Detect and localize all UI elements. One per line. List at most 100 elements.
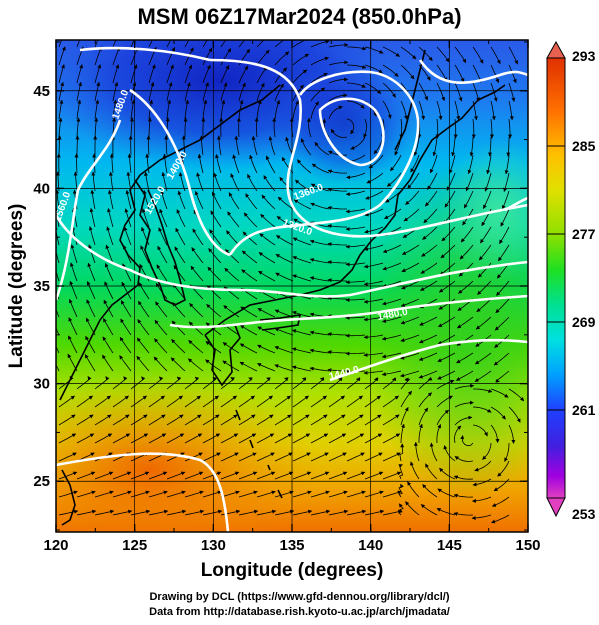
- streamline: [220, 48, 232, 66]
- streamline: [220, 414, 238, 426]
- streamline: [166, 376, 182, 390]
- streamline: [400, 406, 409, 426]
- streamline: [310, 395, 327, 408]
- streamline: [148, 395, 165, 408]
- streamline: [184, 395, 201, 408]
- streamline: [85, 335, 96, 354]
- streamline: [76, 490, 96, 498]
- streamline: [418, 82, 429, 101]
- streamline: [454, 82, 463, 102]
- streamline: [472, 478, 492, 487]
- streamline: [363, 370, 384, 375]
- streamline: [327, 169, 348, 174]
- streamline: [363, 316, 384, 322]
- streamline: [310, 509, 331, 516]
- streamline: [363, 298, 384, 304]
- contour-1520-west: [56, 119, 122, 301]
- streamline: [148, 471, 168, 480]
- streamline: [454, 415, 473, 426]
- chart-title: MSM 06Z17Mar2024 (850.0hPa): [137, 4, 462, 29]
- streamline: [88, 226, 96, 246]
- streamline: [184, 509, 205, 516]
- streamline: [346, 377, 361, 390]
- streamline: [346, 172, 366, 180]
- streamline: [346, 118, 355, 135]
- streamline: [102, 354, 114, 372]
- streamline: [346, 452, 365, 462]
- contour-north-east: [418, 59, 528, 84]
- streamline: [365, 190, 384, 200]
- streamline: [454, 425, 462, 444]
- streamline: [495, 370, 510, 383]
- streamline: [418, 423, 423, 443]
- streamline: [292, 433, 311, 444]
- streamline: [166, 99, 172, 120]
- streamline: [420, 504, 438, 516]
- streamline: [346, 490, 366, 498]
- streamline: [104, 263, 114, 282]
- streamline: [123, 226, 132, 246]
- contour-1480: [169, 294, 528, 329]
- streamline: [423, 208, 438, 224]
- streamline: [436, 100, 443, 121]
- streamline: [451, 136, 456, 157]
- x-tick-label: 135: [279, 537, 304, 554]
- streamline: [238, 471, 258, 480]
- streamline: [220, 40, 227, 48]
- streamline: [56, 225, 60, 246]
- streamline: [84, 354, 96, 372]
- streamline: [328, 150, 348, 156]
- streamline: [136, 355, 150, 372]
- streamline: [58, 490, 78, 498]
- streamline: [155, 301, 168, 318]
- streamline: [497, 460, 510, 477]
- streamline: [274, 377, 289, 390]
- streamline: [274, 433, 293, 444]
- streamline: [381, 352, 402, 359]
- streamline: [86, 299, 96, 318]
- streamline: [69, 280, 78, 300]
- streamline: [94, 433, 113, 444]
- streamline: [184, 99, 190, 120]
- streamline: [274, 395, 291, 408]
- streamline: [285, 136, 294, 156]
- streamline: [148, 81, 155, 102]
- streamline: [363, 334, 384, 340]
- streamline: [174, 246, 186, 264]
- coast-hokkaido: [397, 84, 506, 196]
- streamline: [238, 82, 246, 102]
- streamline: [292, 395, 309, 408]
- streamline: [346, 64, 367, 69]
- streamline: [94, 117, 99, 138]
- streamline: [68, 335, 78, 354]
- colorbar-tick-label: 261: [572, 402, 596, 418]
- streamline: [94, 81, 101, 102]
- streamline: [422, 226, 438, 240]
- streamline: [448, 154, 456, 174]
- streamline: [410, 154, 420, 173]
- streamline: [488, 136, 493, 157]
- streamline: [456, 316, 474, 329]
- streamline: [105, 244, 114, 264]
- streamline: [418, 376, 433, 390]
- streamline: [76, 471, 96, 480]
- streamline: [146, 135, 151, 156]
- streamline: [58, 46, 66, 66]
- streamline: [364, 490, 384, 498]
- streamline: [130, 509, 151, 516]
- streamline: [202, 99, 208, 120]
- streamline: [444, 190, 456, 208]
- streamline: [124, 208, 132, 228]
- streamline: [201, 117, 206, 138]
- streamline: [238, 433, 257, 444]
- streamline: [328, 395, 345, 408]
- streamline: [184, 471, 204, 480]
- streamline: [478, 244, 492, 261]
- contour-1560: [56, 452, 230, 532]
- streamline: [274, 452, 293, 462]
- streamline: [471, 514, 492, 520]
- streamline: [157, 245, 168, 264]
- streamline: [418, 370, 438, 379]
- streamline: [220, 65, 230, 84]
